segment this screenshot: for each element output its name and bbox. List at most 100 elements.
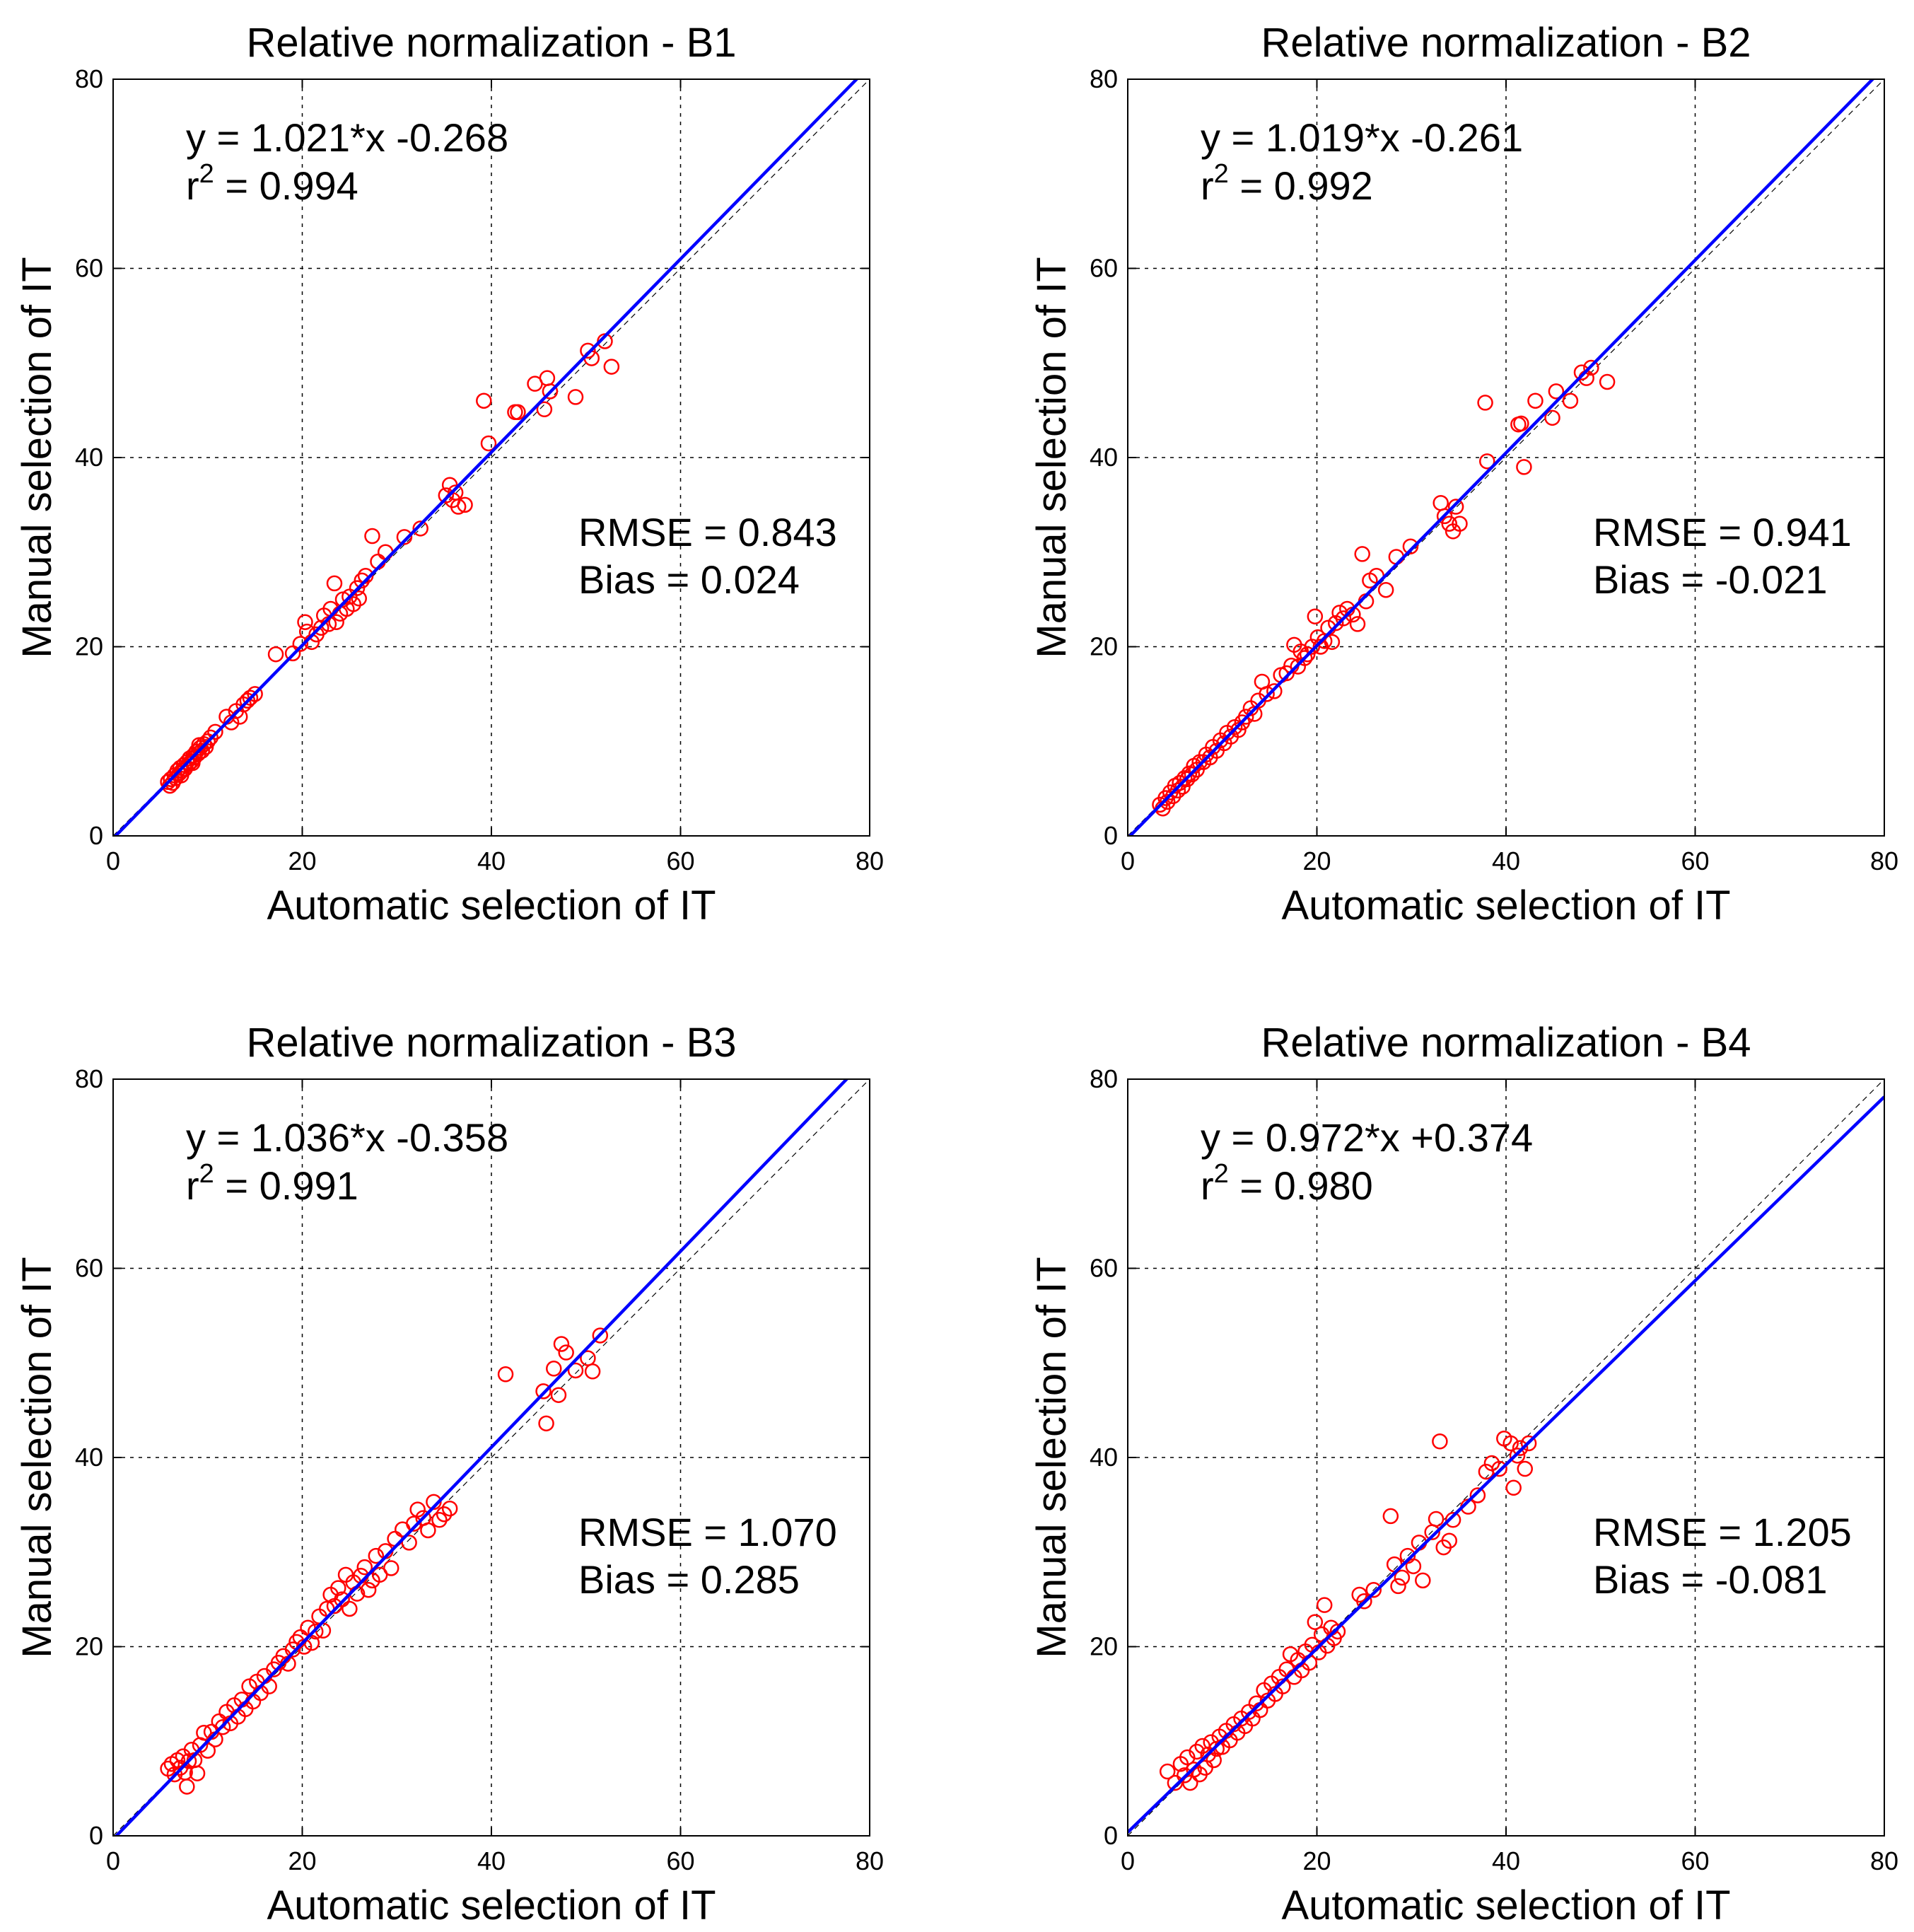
y-axis-label: Manual selection of IT xyxy=(1029,1257,1075,1658)
data-point xyxy=(1159,1763,1176,1780)
data-point xyxy=(1513,415,1529,432)
data-point xyxy=(1356,1593,1372,1610)
data-point xyxy=(1189,1743,1205,1760)
chart-panel-b4: 0 20 40 60 80 0 20 40 60 80 Relative normalization… xyxy=(1029,1020,1898,1928)
data-point xyxy=(1296,650,1313,666)
r-squared-symbol: r xyxy=(1201,163,1214,208)
bias-annotation: Bias = -0.081 xyxy=(1593,1557,1828,1602)
y-tick-label: 0 xyxy=(1104,1821,1118,1850)
data-point xyxy=(1329,1623,1346,1640)
equation-annotation: y = 1.021*x -0.268 xyxy=(186,115,508,160)
r-squared-exponent: 2 xyxy=(1214,1159,1229,1189)
data-point xyxy=(1172,774,1188,791)
data-point xyxy=(337,1566,354,1583)
data-points xyxy=(160,333,620,794)
regression-line xyxy=(1128,1095,1884,1834)
y-tick-label: 40 xyxy=(1090,1443,1118,1472)
y-tick-label: 20 xyxy=(75,1632,103,1661)
r-squared-value: = 0.994 xyxy=(214,163,358,208)
data-point xyxy=(401,1535,417,1551)
data-point xyxy=(1491,1460,1507,1477)
data-point xyxy=(360,1582,377,1598)
data-point xyxy=(284,1641,301,1658)
data-point xyxy=(1382,1508,1399,1525)
data-point xyxy=(450,499,467,515)
data-point xyxy=(383,1560,399,1576)
data-point xyxy=(550,1387,567,1403)
x-tick-label: 0 xyxy=(1121,1846,1135,1875)
data-point xyxy=(242,689,259,706)
x-tick-label: 20 xyxy=(288,1846,316,1875)
r-squared-annotation: r2 = 0.980 xyxy=(1201,1159,1373,1208)
data-point xyxy=(247,686,263,702)
y-tick-label: 40 xyxy=(75,1443,103,1472)
data-point xyxy=(1394,1569,1411,1586)
bias-annotation: Bias = 0.285 xyxy=(578,1557,800,1602)
data-point xyxy=(297,614,313,630)
data-point xyxy=(1206,1752,1222,1769)
data-point xyxy=(592,1327,609,1344)
data-point xyxy=(189,1765,206,1781)
data-point xyxy=(1562,392,1579,409)
rmse-annotation: RMSE = 0.941 xyxy=(1593,510,1852,554)
bias-annotation: Bias = -0.021 xyxy=(1593,557,1828,602)
data-point xyxy=(214,1718,231,1735)
data-point xyxy=(1377,582,1394,598)
data-point xyxy=(553,1336,570,1352)
data-point xyxy=(1583,359,1599,376)
chart-panel-b1: 0 20 40 60 80 0 20 40 60 80 Relative normalization… xyxy=(14,20,884,929)
data-point xyxy=(480,435,497,452)
data-point xyxy=(354,572,370,589)
data-point xyxy=(368,1547,385,1564)
y-axis-label: Manual selection of IT xyxy=(14,1257,60,1658)
x-tick-label: 60 xyxy=(1681,846,1709,875)
y-tick-label: 80 xyxy=(1090,1064,1118,1093)
x-tick-label: 80 xyxy=(856,1846,884,1875)
x-tick-label: 40 xyxy=(477,846,506,875)
x-tick-label: 40 xyxy=(1492,846,1520,875)
data-point xyxy=(457,496,473,513)
data-point xyxy=(546,1361,562,1377)
data-point xyxy=(345,596,361,612)
x-tick-label: 60 xyxy=(1681,1846,1709,1875)
data-point xyxy=(1349,616,1366,632)
data-point xyxy=(171,765,187,781)
data-point xyxy=(536,401,553,418)
r-squared-annotation: r2 = 0.994 xyxy=(186,159,358,208)
data-point xyxy=(406,1515,422,1532)
data-point xyxy=(1415,1572,1431,1589)
y-axis-label: Manual selection of IT xyxy=(14,257,60,658)
data-point xyxy=(396,529,413,545)
data-point xyxy=(431,1512,448,1528)
data-point xyxy=(1402,538,1419,554)
y-tick-label: 40 xyxy=(1090,443,1118,472)
r-squared-exponent: 2 xyxy=(199,1159,214,1189)
r-squared-annotation: r2 = 0.992 xyxy=(1201,159,1373,208)
chart-title: Relative normalization - B4 xyxy=(1261,1020,1751,1066)
data-point xyxy=(1237,709,1254,725)
x-tick-label: 0 xyxy=(106,846,120,875)
data-point xyxy=(1544,409,1560,426)
data-point xyxy=(1445,1512,1461,1528)
rmse-annotation: RMSE = 0.843 xyxy=(578,510,837,554)
y-tick-label: 80 xyxy=(1090,64,1118,93)
y-tick-label: 80 xyxy=(75,64,103,93)
data-point xyxy=(1169,782,1186,799)
data-point xyxy=(328,614,344,630)
y-tick-label: 20 xyxy=(1090,1632,1118,1661)
r-squared-exponent: 2 xyxy=(199,159,214,189)
x-axis-label: Automatic selection of IT xyxy=(267,883,716,929)
data-point xyxy=(292,636,309,652)
y-axis-label: Manual selection of IT xyxy=(1029,257,1075,658)
data-point xyxy=(409,1501,426,1518)
data-point xyxy=(307,1623,324,1640)
x-axis-label: Automatic selection of IT xyxy=(267,1882,716,1928)
data-point xyxy=(1432,1433,1448,1450)
data-point xyxy=(1516,459,1532,475)
data-point xyxy=(1520,1435,1537,1452)
r-squared-annotation: r2 = 0.991 xyxy=(186,1159,358,1208)
data-point xyxy=(1184,766,1201,783)
data-point xyxy=(1179,1749,1196,1766)
data-point xyxy=(1509,1448,1526,1464)
